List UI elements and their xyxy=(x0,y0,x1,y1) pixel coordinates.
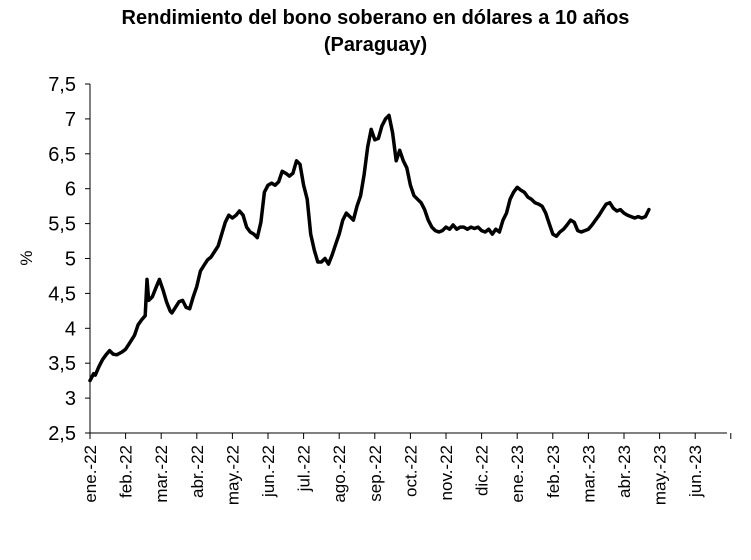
chart-subtitle: (Paraguay) xyxy=(323,34,428,56)
y-tick-label: 2,5 xyxy=(48,423,76,445)
x-tick-label: abr.-23 xyxy=(615,445,634,498)
y-tick-label: 5,5 xyxy=(48,214,76,236)
x-tick-label: oct.-22 xyxy=(401,445,420,497)
x-tick-label: ago.-22 xyxy=(330,445,349,503)
y-tick-label: 7,5 xyxy=(48,74,76,96)
x-tick-label: dic.-22 xyxy=(473,445,492,496)
x-tick-label: may.-22 xyxy=(223,445,242,505)
y-tick-label: 4,5 xyxy=(48,283,76,305)
y-tick-label: 3,5 xyxy=(48,353,76,375)
y-tick-label: 5 xyxy=(65,249,76,271)
x-tick-label: jun.-22 xyxy=(259,445,278,498)
x-tick-label: sep.-22 xyxy=(366,445,385,502)
chart-title: Rendimiento del bono soberano en dólares… xyxy=(121,7,630,29)
y-axis-title: % xyxy=(17,250,36,265)
x-tick-label: jun.-23 xyxy=(686,445,705,498)
y-tick-label: 6,5 xyxy=(48,144,76,166)
x-tick-label: feb.-23 xyxy=(544,445,563,498)
x-tick-label: mar.-22 xyxy=(152,445,171,503)
x-tick-label: abr.-22 xyxy=(188,445,207,498)
x-tick-label: jul.-22 xyxy=(295,445,314,492)
y-tick-label: 3 xyxy=(65,388,76,410)
x-tick-label: nov.-22 xyxy=(437,445,456,500)
series-line-0 xyxy=(88,113,651,383)
y-tick-label: 4 xyxy=(65,318,76,340)
x-tick-label: ene.-23 xyxy=(508,445,527,503)
y-tick-label: 6 xyxy=(65,179,76,201)
x-tick-label: mar.-23 xyxy=(579,445,598,503)
x-tick-label: feb.-22 xyxy=(117,445,136,498)
x-tick-label: may.-23 xyxy=(651,445,670,505)
y-tick-label: 7 xyxy=(65,109,76,131)
x-tick-label: ene.-22 xyxy=(81,445,100,503)
